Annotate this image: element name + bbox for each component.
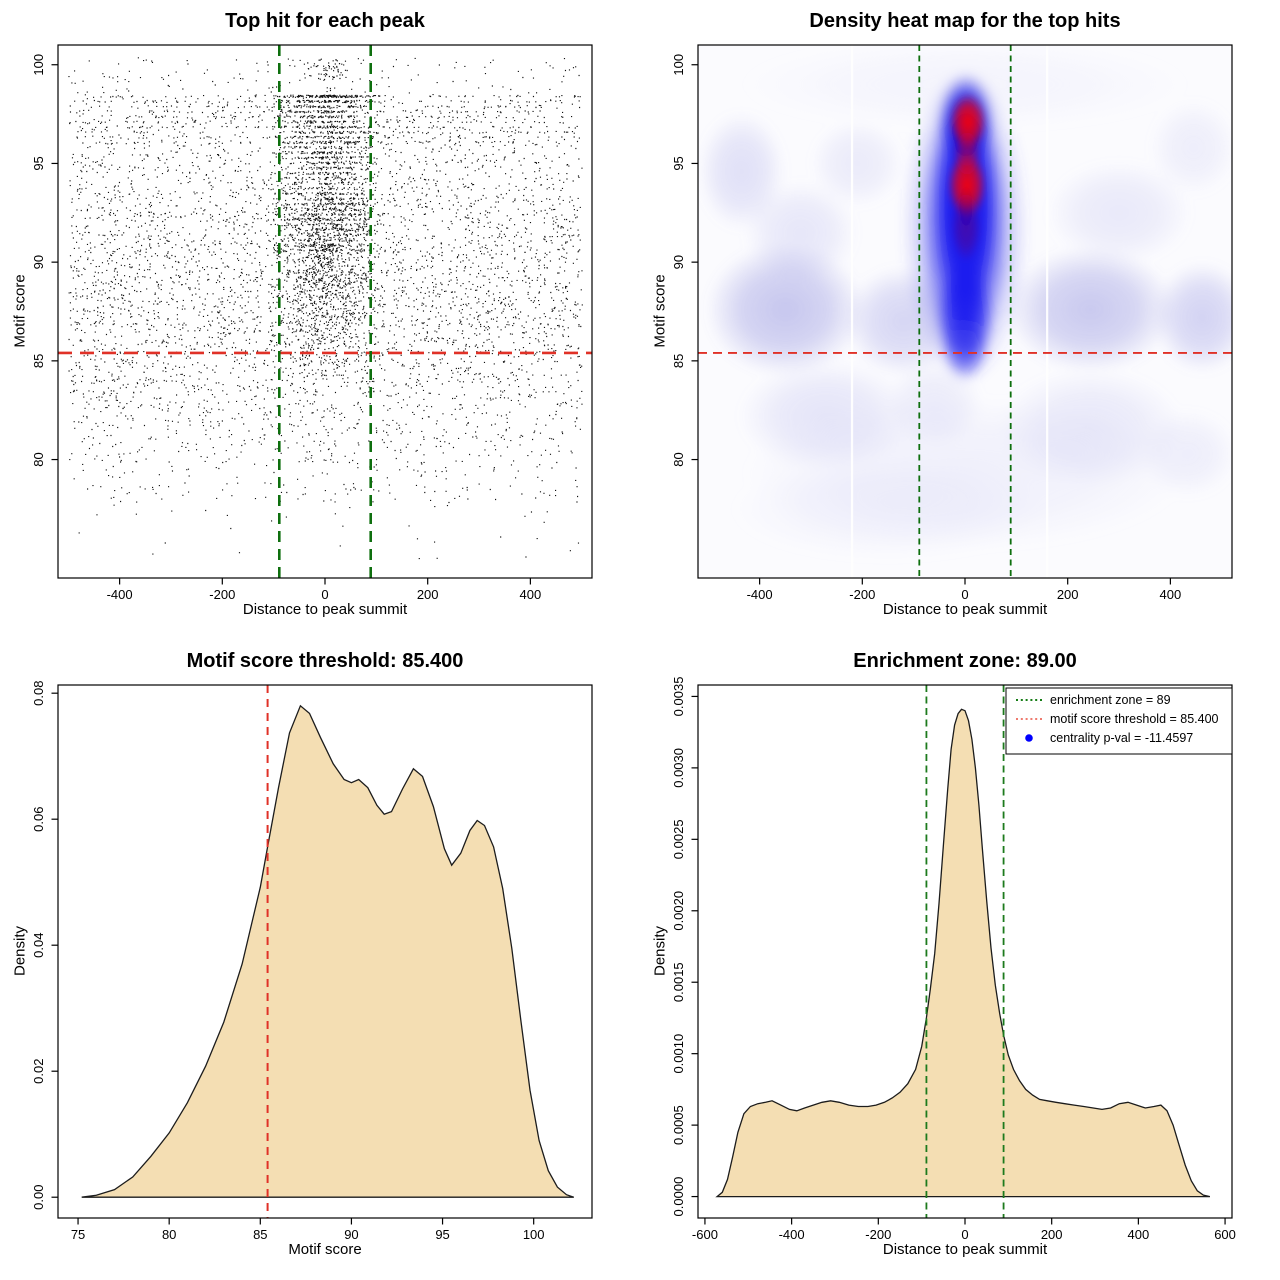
x-tick-label: -400: [779, 1227, 805, 1242]
y-tick-label: 95: [671, 156, 686, 170]
scatter-ylabel: Motif score: [11, 274, 29, 348]
density-blob: [733, 459, 1043, 559]
x-tick-label: -400: [107, 587, 133, 602]
centrality-pval-dot: [1025, 734, 1033, 742]
x-axis-ticks: -600 -400 -200 0 200 400 600: [692, 1218, 1236, 1242]
x-tick-label: 100: [523, 1227, 545, 1242]
y-tick-label: 0.02: [31, 1059, 46, 1084]
score-density-xlabel: Motif score: [288, 1241, 362, 1258]
x-tick-label: 75: [71, 1227, 85, 1242]
y-tick-label: 80: [31, 452, 46, 466]
x-tick-label: 0: [961, 587, 968, 602]
y-tick-label: 0.0000: [671, 1177, 686, 1217]
y-tick-label: 0.04: [31, 933, 46, 958]
y-tick-label: 0.00: [31, 1185, 46, 1210]
scatter-title: Top hit for each peak: [225, 10, 425, 32]
y-tick-label: 100: [31, 54, 46, 76]
y-axis-ticks: 80 85 90 95 100: [31, 54, 58, 467]
panel-top-hit-scatter: -400 -200 0 200 400 80 85 90 95 100 Top hit for e…: [0, 0, 640, 640]
y-tick-label: 0.0010: [671, 1034, 686, 1074]
y-tick-label: 0.0035: [671, 677, 686, 717]
legend-box: enrichment zone = 89 motif score threshol…: [1005, 687, 1233, 755]
heatmap-hotspots-layer: [947, 93, 987, 263]
panel-motif-score-density: 75 80 85 90 95 100 0.00 0.02 0.04 0.06 0.08 Motif …: [0, 640, 640, 1280]
legend-border: [1005, 687, 1233, 755]
scatter-points-layer: [68, 57, 583, 560]
legend-entry: centrality p-val = -11.4597: [1025, 731, 1193, 745]
legend-label: enrichment zone = 89: [1050, 693, 1171, 707]
y-tick-label: 85: [31, 354, 46, 368]
heatmap-xlabel: Distance to peak summit: [882, 601, 1048, 618]
density-blob: [1006, 246, 1176, 373]
legend-label: motif score threshold = 85.400: [1050, 712, 1219, 726]
x-tick-label: 600: [1214, 1227, 1236, 1242]
y-tick-label: 0.06: [31, 807, 46, 832]
y-tick-label: 90: [671, 255, 686, 269]
x-tick-label: 200: [417, 587, 439, 602]
distance-density-ylabel: Density: [651, 925, 669, 977]
x-tick-label: 90: [344, 1227, 358, 1242]
heatmap-ylabel: Motif score: [651, 274, 669, 348]
x-tick-label: -200: [849, 587, 875, 602]
x-tick-label: 85: [253, 1227, 267, 1242]
x-tick-label: -600: [692, 1227, 718, 1242]
distance-density-plot: -600 -400 -200 0 200 400 600 0.0000 0.0005 0.0010…: [671, 677, 1236, 1242]
hotspot-blob: [950, 191, 982, 263]
axis-box: [57, 684, 593, 1219]
x-tick-label: 80: [162, 1227, 176, 1242]
distance-density-xlabel: Distance to peak summit: [882, 1241, 1048, 1258]
density-blob: [1153, 262, 1232, 373]
y-tick-label: 0.0020: [671, 891, 686, 931]
y-tick-label: 0.0030: [671, 748, 686, 788]
y-axis-ticks: 0.0000 0.0005 0.0010 0.0015 0.0020 0.0025 0.00…: [671, 677, 698, 1217]
score-density-ylabel: Density: [11, 925, 29, 977]
y-tick-label: 90: [31, 255, 46, 269]
y-tick-label: 0.0005: [671, 1105, 686, 1145]
x-tick-label: 400: [1128, 1227, 1150, 1242]
x-axis-ticks: -400 -200 0 200 400: [107, 578, 542, 602]
panel-distance-density: -600 -400 -200 0 200 400 600 0.0000 0.0005 0.0010…: [640, 640, 1280, 1280]
x-axis-ticks: 75 80 85 90 95 100: [71, 1218, 545, 1242]
x-tick-label: 200: [1041, 1227, 1063, 1242]
y-tick-label: 95: [31, 156, 46, 170]
score-density-title: Motif score threshold: 85.400: [186, 650, 464, 672]
y-axis-ticks: 0.00 0.02 0.04 0.06 0.08: [31, 681, 58, 1210]
legend-entry: motif score threshold = 85.400: [1016, 712, 1219, 726]
x-tick-label: -200: [865, 1227, 891, 1242]
x-tick-label: 400: [1160, 587, 1182, 602]
y-tick-label: 0.0015: [671, 962, 686, 1002]
y-tick-label: 80: [671, 452, 686, 466]
heatmap-title: Density heat map for the top hits: [809, 10, 1121, 32]
axis-box: [57, 44, 593, 579]
panel-density-heatmap: -400 -200 0 200 400 80 85 90 95 100 Density heat …: [640, 0, 1280, 640]
y-axis-ticks: 80 85 90 95 100: [671, 54, 698, 467]
density-curve: [81, 704, 575, 1198]
y-tick-label: 85: [671, 354, 686, 368]
x-tick-label: 95: [435, 1227, 449, 1242]
x-tick-label: -400: [747, 587, 773, 602]
density-blob: [1047, 161, 1191, 265]
x-tick-label: 0: [321, 587, 328, 602]
x-tick-label: -200: [209, 587, 235, 602]
scatter-xlabel: Distance to peak summit: [242, 601, 408, 618]
legend-entry: enrichment zone = 89: [1016, 693, 1171, 707]
distance-density-title: Enrichment zone: 89.00: [853, 650, 1077, 672]
x-tick-label: 400: [520, 587, 542, 602]
y-tick-label: 0.0025: [671, 819, 686, 859]
density-heatmap-plot: -400 -200 0 200 400 80 85 90 95 100: [671, 44, 1233, 602]
density-blob: [744, 181, 858, 284]
density-blob: [1149, 100, 1232, 196]
hotspot-blob: [953, 127, 981, 180]
x-axis-ticks: -400 -200 0 200 400: [747, 578, 1182, 602]
x-tick-label: 0: [961, 1227, 968, 1242]
density-blob: [810, 120, 904, 207]
legend-label: centrality p-val = -11.4597: [1050, 731, 1193, 745]
x-tick-label: 200: [1057, 587, 1079, 602]
top-hit-scatter-plot: -400 -200 0 200 400 80 85 90 95 100: [31, 44, 593, 602]
density-curve: [715, 708, 1211, 1198]
y-tick-label: 0.08: [31, 681, 46, 706]
y-tick-label: 100: [671, 54, 686, 76]
density-blob: [941, 311, 989, 383]
motif-score-density-plot: 75 80 85 90 95 100 0.00 0.02 0.04 0.06 0.08: [31, 681, 593, 1242]
